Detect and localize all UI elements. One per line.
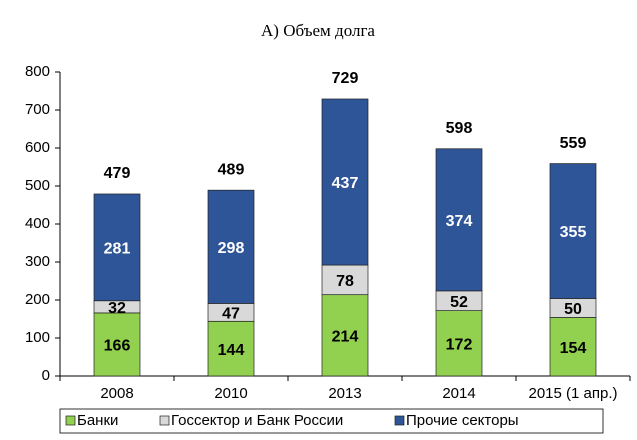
chart-title: А) Объем долга — [261, 21, 375, 40]
x-tick-label: 2014 — [442, 385, 475, 402]
segment-label: 355 — [560, 224, 587, 241]
bar-segment — [435, 148, 483, 292]
y-tick-label: 300 — [25, 253, 50, 270]
segment-label: 166 — [104, 338, 131, 355]
y-tick-label: 400 — [25, 215, 50, 232]
y-tick-label: 600 — [25, 139, 50, 156]
x-tick-label: 2015 (1 апр.) — [528, 385, 617, 402]
segment-label: 214 — [332, 329, 359, 346]
bar-segment — [435, 310, 483, 377]
bar-segment — [321, 294, 369, 377]
total-label: 729 — [332, 70, 359, 87]
total-label: 598 — [446, 120, 473, 137]
legend-label: Госсектор и Банк России — [171, 412, 343, 429]
segment-label: 437 — [332, 175, 359, 192]
segment-label: 144 — [218, 342, 245, 359]
total-label: 489 — [218, 161, 245, 178]
y-tick-label: 700 — [25, 101, 50, 118]
segment-label: 298 — [218, 240, 245, 257]
bar-segment — [321, 264, 369, 296]
y-tick-label: 0 — [42, 367, 50, 384]
segment-label: 172 — [446, 337, 473, 354]
legend-label: Прочие секторы — [406, 412, 519, 429]
x-tick-label: 2010 — [214, 385, 247, 402]
legend-label: Банки — [77, 412, 118, 429]
legend-swatch — [65, 415, 76, 426]
y-tick-label: 100 — [25, 329, 50, 346]
segment-label: 50 — [564, 301, 582, 318]
segment-label: 52 — [450, 294, 468, 311]
bar-segment — [207, 189, 255, 304]
legend-swatch — [159, 415, 170, 426]
bar-segment — [549, 317, 597, 377]
total-label: 479 — [104, 165, 131, 182]
segment-label: 47 — [222, 306, 240, 323]
x-tick-label: 2008 — [100, 385, 133, 402]
y-tick-label: 500 — [25, 177, 50, 194]
segment-label: 32 — [108, 300, 126, 317]
segment-label: 281 — [104, 241, 131, 258]
y-tick-label: 800 — [25, 63, 50, 80]
segment-label: 78 — [336, 273, 354, 290]
segment-label: 374 — [446, 213, 473, 230]
legend-box — [59, 408, 604, 434]
bar-segment — [93, 312, 141, 377]
x-tick-label: 2013 — [328, 385, 361, 402]
total-label: 559 — [560, 135, 587, 152]
bar-segment — [93, 193, 141, 302]
bar-segment — [207, 320, 255, 377]
bar-segment — [549, 163, 597, 299]
y-tick-label: 200 — [25, 291, 50, 308]
bar-segment — [321, 98, 369, 266]
legend-swatch — [394, 415, 405, 426]
segment-label: 154 — [560, 340, 587, 357]
